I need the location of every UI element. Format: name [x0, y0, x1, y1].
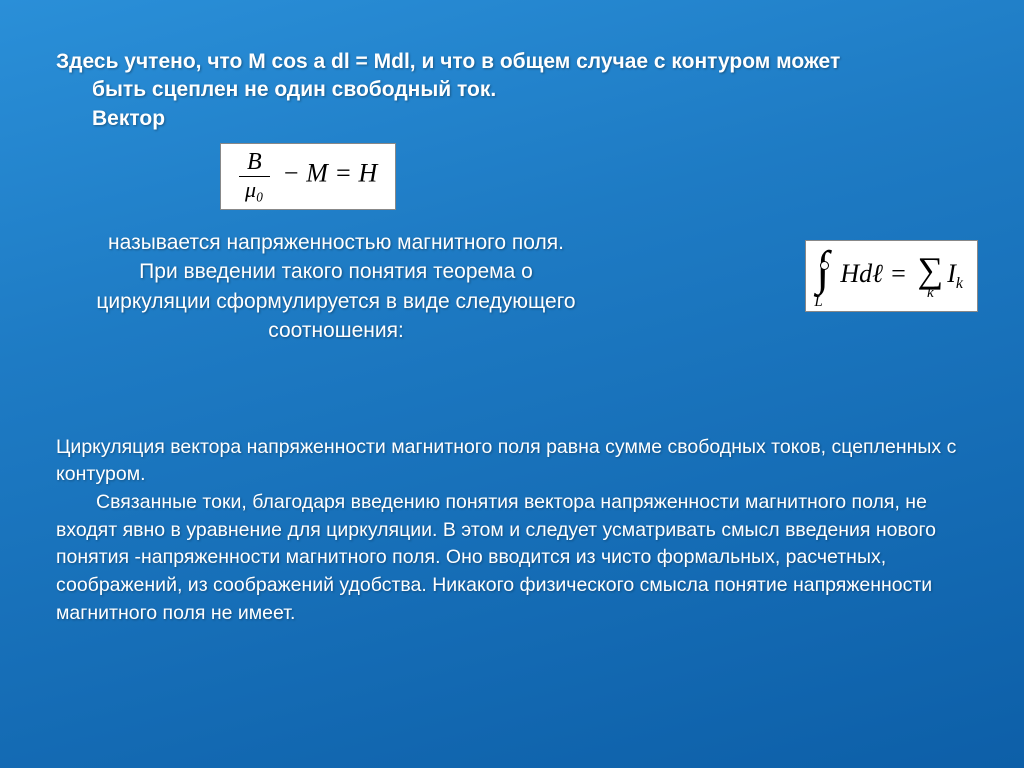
mid-line2: При введении такого понятия теорема о — [139, 260, 533, 283]
formula-1-denominator: μ₀ — [239, 177, 270, 201]
formula-2: ∫ L Hdℓ = ∑ k Ik — [805, 240, 978, 312]
bottom-p2: Связанные токи, благодаря введению понят… — [56, 489, 968, 627]
top-line3: Вектор — [56, 105, 968, 133]
mid-text: называется напряженностью магнитного пол… — [56, 228, 616, 346]
integral-symbol: ∫ L — [816, 247, 840, 305]
formula-2-rhs-base: I — [947, 259, 956, 288]
slide: Здесь учтено, что М cos a dl = Mdl, и чт… — [0, 0, 1024, 768]
formula-2-integrand: Hdℓ — [840, 259, 883, 288]
bottom-paragraph: Циркуляция вектора напряженности магнитн… — [56, 434, 968, 628]
sum-symbol: ∑ k — [918, 252, 944, 301]
formula-1-fraction: B μ₀ — [239, 150, 270, 201]
formula-2-equals: = — [883, 259, 914, 288]
mid-line3: циркуляции сформулируется в виде следующ… — [96, 290, 575, 313]
top-line1: Здесь учтено, что М cos a dl = Mdl, и чт… — [56, 50, 840, 73]
formula-1-numerator: B — [239, 150, 270, 177]
mid-line4: соотношения: — [268, 319, 404, 342]
formula-2-rhs-sub: k — [956, 275, 963, 292]
formula-1: B μ₀ − M = H — [220, 143, 396, 210]
formula-1-rest: − M = H — [276, 159, 378, 188]
mid-line1: называется напряженностью магнитного пол… — [108, 231, 564, 254]
top-line2: быть сцеплен не один свободный ток. — [56, 76, 968, 104]
bottom-p1: Циркуляция вектора напряженности магнитн… — [56, 436, 956, 486]
mid-block: называется напряженностью магнитного пол… — [56, 228, 968, 346]
top-paragraph: Здесь учтено, что М cos a dl = Mdl, и чт… — [56, 48, 968, 133]
integral-lower-bound: L — [814, 294, 822, 311]
